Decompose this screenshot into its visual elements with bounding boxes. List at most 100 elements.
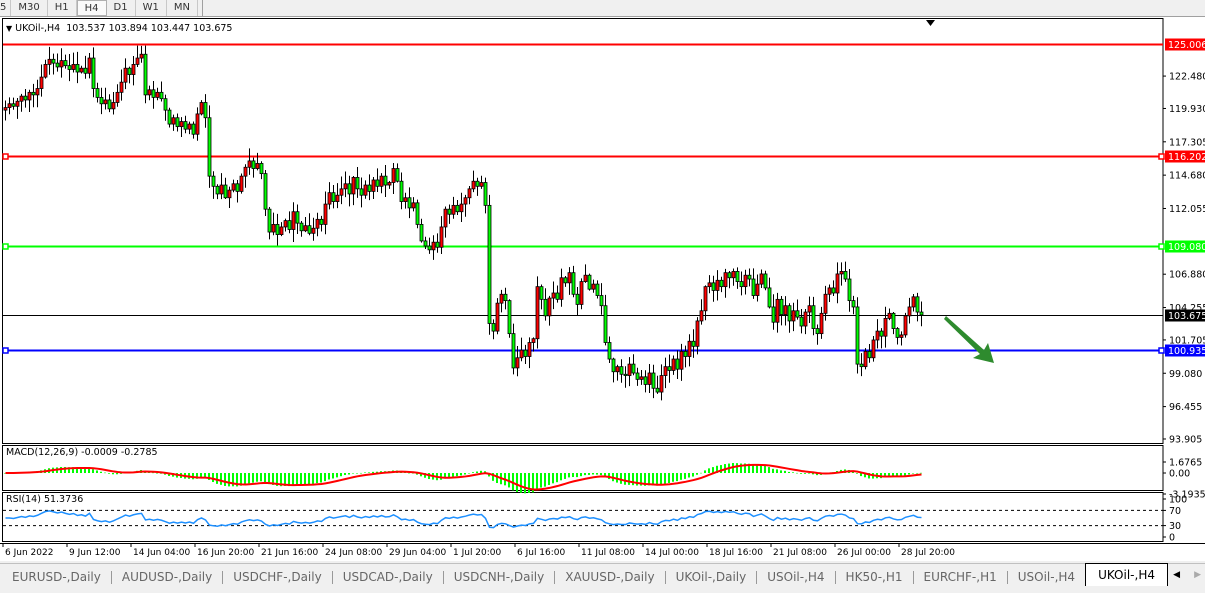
chart-tab[interactable]: USDCAD-,Daily: [333, 571, 444, 584]
candle: [875, 330, 880, 341]
toolbar-separator: [201, 0, 203, 16]
chart-window[interactable]: 122.480 119.930 117.305 114.680 112.055 106.8…: [0, 17, 1205, 561]
macd-bar: [620, 473, 622, 484]
candle: [395, 168, 400, 182]
y-tick-label: 106.880: [1169, 270, 1205, 281]
macd-bar: [368, 472, 370, 474]
macd-bar: [260, 473, 262, 482]
candle: [527, 342, 532, 357]
macd-bar: [292, 473, 294, 486]
candle: [635, 372, 640, 380]
candle: [607, 342, 612, 360]
candle: [487, 204, 492, 324]
macd-bar: [240, 473, 242, 486]
candle: [251, 160, 256, 169]
macd-bar: [64, 466, 66, 474]
candle: [879, 330, 884, 337]
chart-tab[interactable]: EURCHF-,H1: [914, 571, 1008, 584]
timeframe-d1[interactable]: D1: [107, 0, 136, 16]
candle: [279, 226, 284, 235]
candle: [199, 102, 204, 115]
chart-tab[interactable]: EURUSD-,Daily: [2, 571, 112, 584]
candle: [443, 208, 448, 228]
candle: [743, 274, 748, 288]
macd-bar: [268, 473, 270, 485]
candle: [847, 278, 852, 302]
macd-bar: [644, 473, 646, 486]
candle: [19, 95, 24, 102]
candle: [231, 183, 236, 191]
macd-bar: [920, 472, 922, 474]
timeframe-w1[interactable]: W1: [136, 0, 167, 16]
candle: [771, 306, 776, 323]
timeframe-mn[interactable]: MN: [167, 0, 198, 16]
macd-bar: [768, 467, 770, 474]
candle: [203, 102, 208, 119]
chart-canvas[interactable]: 122.480 119.930 117.305 114.680 112.055 106.8…: [0, 17, 1205, 561]
candle: [667, 366, 672, 371]
chart-tab[interactable]: AUDUSD-,Daily: [112, 571, 224, 584]
macd-bar: [548, 473, 550, 485]
candle: [755, 283, 760, 296]
candle: [523, 349, 528, 357]
chart-tab[interactable]: USOil-,H4: [757, 571, 836, 584]
collapse-triangle-icon[interactable]: ▼: [6, 24, 13, 33]
macd-bar: [416, 473, 418, 475]
candle: [163, 98, 168, 111]
macd-bar: [688, 473, 690, 478]
chart-tab[interactable]: UKOil-,Daily: [666, 571, 758, 584]
candle: [75, 63, 80, 73]
macd-bar: [332, 473, 334, 479]
candle: [715, 279, 720, 291]
candle: [531, 338, 536, 343]
candle: [855, 306, 860, 365]
candle: [319, 218, 324, 225]
candle: [915, 296, 920, 313]
macd-bar: [328, 473, 330, 480]
chart-tab[interactable]: USDCNH-,Daily: [444, 571, 556, 584]
candle: [827, 287, 832, 295]
macd-bar: [484, 471, 486, 474]
candle: [687, 340, 692, 357]
macd-label: MACD(12,26,9) -0.0009 -0.2785: [6, 447, 158, 458]
timeframe-m30[interactable]: M30: [11, 0, 48, 16]
y-tick-label: 93.905: [1169, 434, 1202, 445]
candle: [23, 95, 28, 101]
scroll-left-icon[interactable]: ◀: [1173, 570, 1181, 580]
candle: [651, 372, 656, 389]
candle: [631, 363, 636, 374]
macd-bar: [444, 473, 446, 479]
macd-bar: [412, 473, 414, 474]
candle: [655, 387, 660, 393]
scroll-right-icon[interactable]: ▶: [1194, 570, 1201, 580]
macd-tick-label: -3.1935: [1169, 489, 1205, 500]
timeframe-5[interactable]: 5: [0, 0, 12, 16]
candle: [619, 366, 624, 375]
y-tick-label: 119.930: [1169, 104, 1205, 115]
candle: [423, 240, 428, 247]
chart-tab[interactable]: HK50-,H1: [836, 571, 914, 584]
candle: [671, 358, 676, 371]
candle: [699, 310, 704, 322]
chart-tab[interactable]: XAUUSD-,Daily: [555, 571, 666, 584]
timeframe-h1[interactable]: H1: [48, 0, 77, 16]
candle: [535, 286, 540, 340]
candle: [459, 203, 464, 213]
chart-tab[interactable]: UKOil-,H4: [1085, 563, 1168, 586]
candle: [295, 211, 300, 224]
candle: [515, 357, 520, 369]
macd-bar: [324, 473, 326, 482]
chart-tab[interactable]: USDCHF-,Daily: [223, 571, 333, 584]
macd-bar: [628, 473, 630, 485]
macd-bar: [452, 473, 454, 477]
macd-bar: [772, 468, 774, 474]
candle: [763, 273, 768, 289]
timeframe-h4[interactable]: H4: [76, 0, 107, 16]
candle: [511, 333, 516, 369]
price-label-bg: [1165, 38, 1205, 51]
candle: [779, 298, 784, 315]
macd-bar: [916, 472, 918, 474]
macd-bar: [208, 473, 210, 480]
chart-tab[interactable]: USOil-,H4: [1017, 570, 1076, 584]
candle: [139, 53, 144, 59]
